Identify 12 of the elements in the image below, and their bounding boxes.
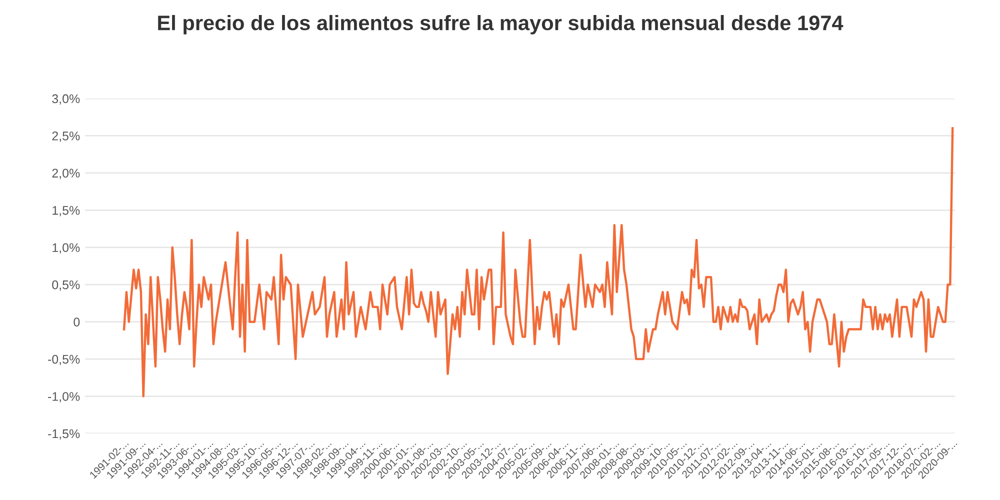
- line-series: [122, 127, 954, 398]
- y-tick-label: 0,5%: [52, 280, 80, 291]
- y-tick-label: 3,0%: [52, 94, 80, 105]
- y-tick-label: 0: [74, 318, 80, 326]
- chart-title: El precio de los alimentos sufre la mayor subida mensual desde 1974: [158, 15, 844, 34]
- y-tick-label: -1,5%: [48, 429, 80, 440]
- y-tick-label: 2,5%: [52, 132, 80, 142]
- y-tick-label: 2,0%: [52, 168, 80, 180]
- y-tick-label: -0,5%: [48, 354, 80, 366]
- y-tick-label: -1,0%: [48, 392, 80, 402]
- y-tick-label: 1,0%: [52, 243, 80, 254]
- y-tick-label: 1,5%: [52, 206, 80, 216]
